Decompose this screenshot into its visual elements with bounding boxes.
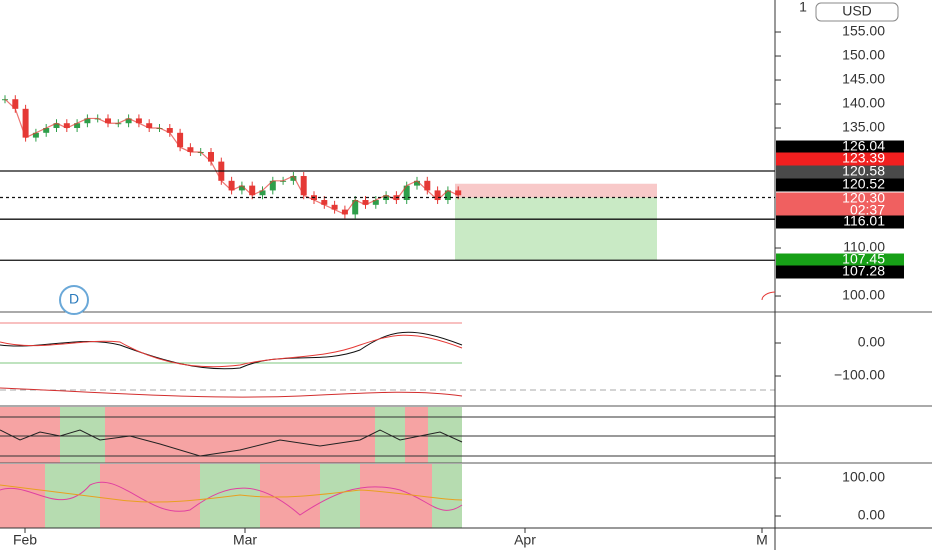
candle [290, 176, 297, 181]
candle [269, 180, 276, 191]
price-tag-label: 120.52 [842, 176, 885, 192]
candle [22, 108, 29, 138]
pane-bg [60, 407, 105, 463]
indicator-label: 0.00 [858, 507, 885, 523]
candle [455, 190, 462, 196]
candle [63, 123, 70, 129]
pane-bg [432, 464, 462, 528]
candle [238, 185, 245, 191]
price-tag-label: 107.45 [842, 251, 885, 267]
top-label: 1 [799, 0, 807, 15]
candle [177, 132, 184, 148]
price-tag [776, 265, 904, 279]
y-tick-label: 135.00 [842, 119, 885, 135]
currency-badge[interactable] [815, 2, 899, 22]
candle [146, 123, 153, 129]
y-tick-label: 145.00 [842, 71, 885, 87]
candle [341, 209, 348, 215]
price-tag-label: 116.01 [843, 213, 885, 229]
candle [32, 132, 39, 138]
price-tag-label: 107.28 [842, 263, 885, 279]
candle [135, 118, 142, 124]
candle [259, 190, 266, 196]
candle [331, 204, 338, 210]
indicator-label: 0.00 [858, 334, 885, 350]
indicator-line [0, 481, 463, 516]
y-tick-label: 150.00 [842, 47, 885, 63]
price-tag [776, 152, 904, 166]
candle [414, 180, 420, 186]
indicator-line [0, 429, 463, 457]
y-tick-label: 155.00 [842, 23, 885, 39]
candle [187, 147, 194, 153]
pane-bg [320, 464, 360, 528]
interval-label: D [69, 291, 79, 307]
candle [74, 123, 81, 129]
candle [434, 190, 441, 201]
price-tag [776, 178, 904, 192]
y-tick-label: 100.00 [842, 287, 885, 303]
candle [228, 180, 235, 191]
candle [166, 128, 173, 133]
candle [125, 118, 132, 124]
price-tag-label: 120.58 [842, 163, 885, 179]
candle [105, 118, 111, 124]
x-tick-label: Mar [233, 532, 257, 548]
candle [53, 123, 60, 129]
indicator-label: −100.00 [834, 367, 885, 383]
oscillator-signal [0, 334, 463, 368]
candle [300, 176, 307, 196]
close-line [4, 98, 459, 216]
candle [444, 190, 451, 201]
position-stop [455, 183, 657, 198]
interval-badge[interactable] [59, 285, 89, 315]
price-tag-label: 123.39 [842, 150, 885, 166]
price-tag-label: 120.30 [842, 190, 885, 206]
price-tag [776, 253, 904, 267]
candle [321, 200, 328, 205]
y-tick-label: 110.00 [843, 239, 885, 255]
price-tag [776, 140, 904, 154]
price-tag [776, 165, 904, 179]
x-tick-label: Apr [514, 532, 536, 548]
pane-bg [428, 407, 462, 463]
indicator-line [0, 387, 463, 398]
price-tag [776, 215, 904, 229]
alert-icon[interactable] [761, 291, 776, 301]
candle [362, 200, 369, 205]
candle [352, 200, 359, 215]
position-target [455, 197, 657, 261]
candle [84, 118, 91, 124]
x-tick-label: M [756, 532, 768, 548]
candle [249, 185, 256, 196]
oscillator-line [0, 331, 463, 370]
indicator-line [0, 484, 463, 503]
countdown: 02:37 [850, 202, 885, 218]
price-tag [776, 192, 904, 219]
candle [424, 180, 431, 191]
candle [208, 152, 214, 162]
candle [372, 200, 379, 205]
currency: USD [842, 3, 872, 19]
x-tick-label: Feb [13, 532, 37, 548]
candle [12, 99, 19, 109]
indicator-label: 100.00 [842, 469, 885, 485]
candle [43, 128, 50, 133]
price-tag-label: 126.04 [842, 138, 885, 154]
candle [403, 185, 410, 201]
y-tick-label: 140.00 [842, 95, 885, 111]
